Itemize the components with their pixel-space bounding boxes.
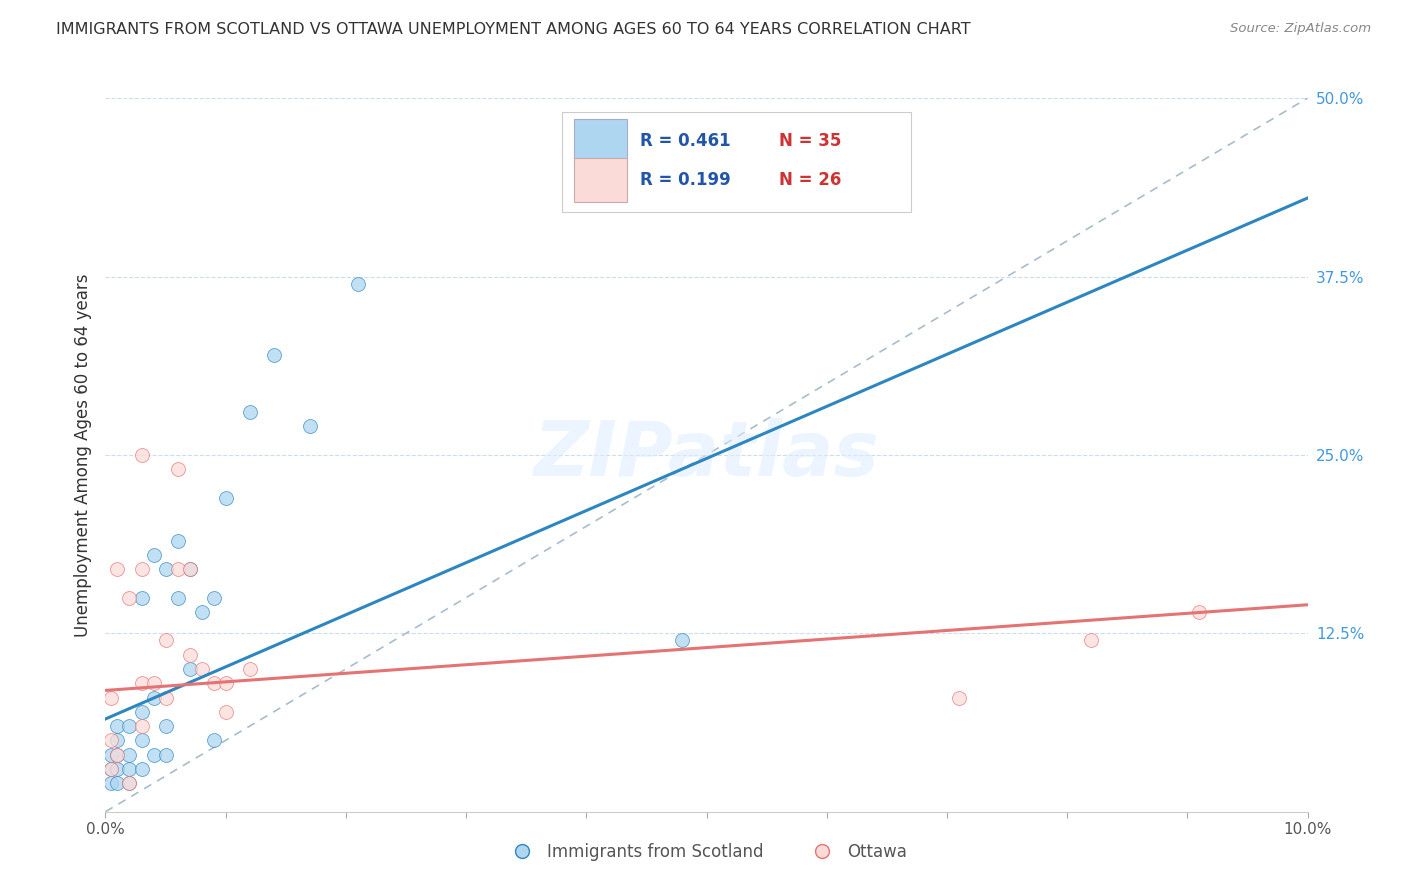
Point xyxy=(107,776,129,790)
Legend: Immigrants from Scotland, Ottawa: Immigrants from Scotland, Ottawa xyxy=(499,837,914,868)
Point xyxy=(298,419,321,434)
Point xyxy=(166,462,188,476)
Point xyxy=(131,762,153,776)
Point xyxy=(347,277,370,291)
Point xyxy=(1080,633,1102,648)
Point xyxy=(155,562,177,576)
FancyBboxPatch shape xyxy=(574,120,627,162)
Point xyxy=(179,562,201,576)
Point xyxy=(214,676,236,690)
Point xyxy=(155,690,177,705)
Point xyxy=(1188,605,1211,619)
Point xyxy=(239,405,262,419)
Text: N = 35: N = 35 xyxy=(779,132,841,150)
Point xyxy=(142,747,165,762)
Point xyxy=(131,705,153,719)
Text: R = 0.199: R = 0.199 xyxy=(640,171,731,189)
Point xyxy=(202,733,225,747)
Point xyxy=(671,633,693,648)
Point xyxy=(179,648,201,662)
Point xyxy=(142,676,165,690)
Point xyxy=(155,633,177,648)
Point xyxy=(131,733,153,747)
Point xyxy=(118,719,141,733)
Point xyxy=(239,662,262,676)
Text: R = 0.461: R = 0.461 xyxy=(640,132,731,150)
Text: N = 26: N = 26 xyxy=(779,171,841,189)
Point xyxy=(202,591,225,605)
Point xyxy=(166,533,188,548)
FancyBboxPatch shape xyxy=(562,112,911,212)
Point xyxy=(118,776,141,790)
Point xyxy=(107,719,129,733)
Point xyxy=(118,776,141,790)
Point xyxy=(155,747,177,762)
Point xyxy=(131,719,153,733)
Point xyxy=(100,690,122,705)
Point xyxy=(100,762,122,776)
Point xyxy=(107,562,129,576)
Point xyxy=(107,747,129,762)
Point xyxy=(214,491,236,505)
Point xyxy=(131,562,153,576)
Point xyxy=(118,591,141,605)
Point xyxy=(190,605,212,619)
Point xyxy=(214,705,236,719)
Point xyxy=(118,747,141,762)
Point xyxy=(155,719,177,733)
Point xyxy=(142,690,165,705)
Point xyxy=(100,762,122,776)
Point xyxy=(166,591,188,605)
Point xyxy=(166,562,188,576)
Point xyxy=(100,776,122,790)
Y-axis label: Unemployment Among Ages 60 to 64 years: Unemployment Among Ages 60 to 64 years xyxy=(73,273,91,637)
Point xyxy=(100,747,122,762)
Text: Source: ZipAtlas.com: Source: ZipAtlas.com xyxy=(1230,22,1371,36)
Point xyxy=(107,747,129,762)
Text: ZIPatlas: ZIPatlas xyxy=(533,418,880,491)
Point xyxy=(142,548,165,562)
Point xyxy=(131,591,153,605)
Point xyxy=(107,733,129,747)
Point xyxy=(131,676,153,690)
Point xyxy=(179,562,201,576)
Point xyxy=(131,448,153,462)
FancyBboxPatch shape xyxy=(574,159,627,202)
Point xyxy=(263,348,285,362)
Point xyxy=(179,662,201,676)
Point xyxy=(100,733,122,747)
Point xyxy=(118,762,141,776)
Point xyxy=(107,762,129,776)
Point xyxy=(190,662,212,676)
Point xyxy=(202,676,225,690)
Point xyxy=(948,690,970,705)
Text: IMMIGRANTS FROM SCOTLAND VS OTTAWA UNEMPLOYMENT AMONG AGES 60 TO 64 YEARS CORREL: IMMIGRANTS FROM SCOTLAND VS OTTAWA UNEMP… xyxy=(56,22,972,37)
